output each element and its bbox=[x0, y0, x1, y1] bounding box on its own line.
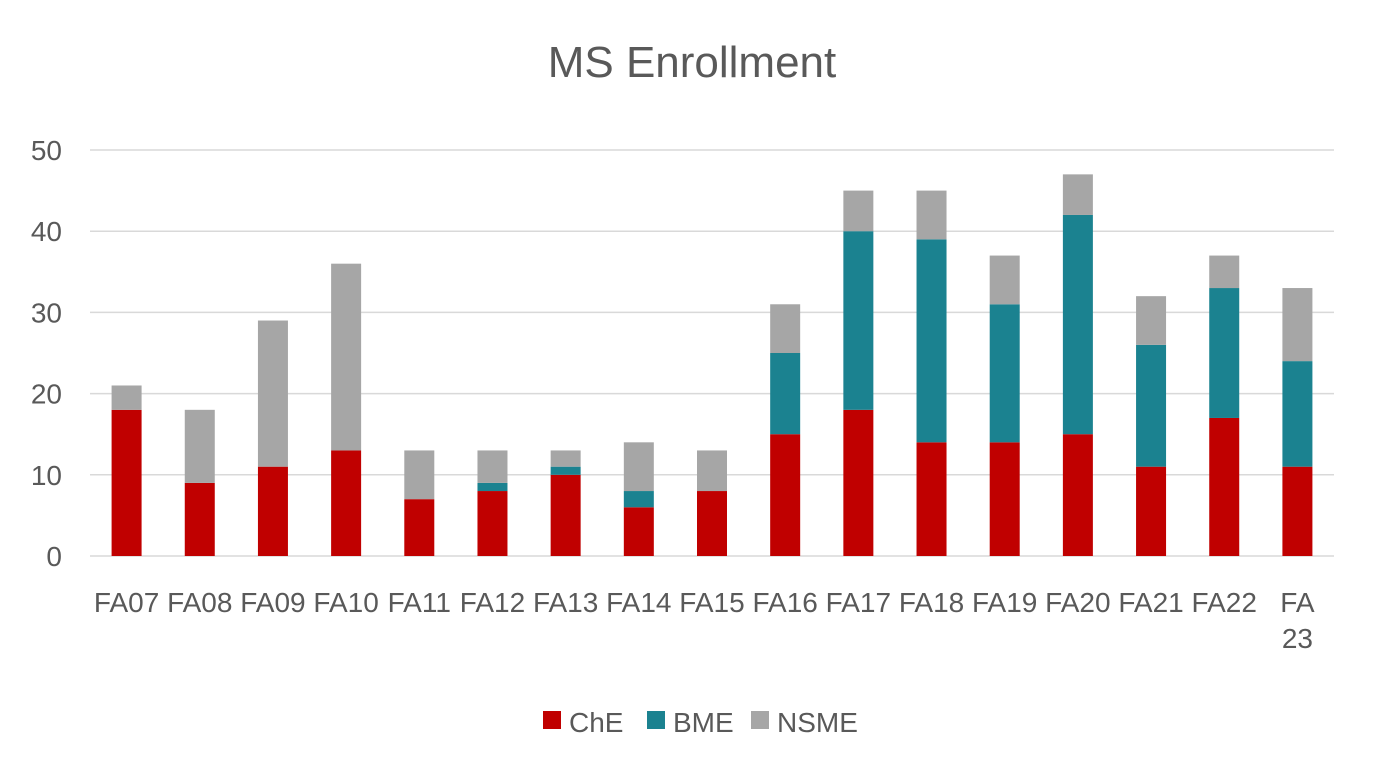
legend-swatch-che bbox=[543, 711, 561, 729]
bar-segment-nsme bbox=[623, 442, 654, 492]
bar-segment-che bbox=[697, 491, 727, 556]
bar-segment-nsme bbox=[331, 263, 362, 451]
bar-segment-nsme bbox=[916, 190, 947, 240]
bar-segment-nsme bbox=[697, 450, 727, 492]
x-tick-label: FA11 bbox=[388, 587, 451, 618]
bar-segment-che bbox=[331, 450, 362, 556]
x-tick-label: FA20 bbox=[1045, 587, 1110, 618]
bar-segment-nsme bbox=[184, 409, 215, 483]
x-tick-label: FA16 bbox=[752, 587, 817, 618]
x-tick-label: FA21 bbox=[1118, 587, 1183, 618]
bar-segment-nsme bbox=[477, 450, 508, 483]
y-tick-label: 10 bbox=[31, 460, 62, 491]
legend-label-che: ChE bbox=[569, 707, 623, 738]
bar-segment-nsme bbox=[989, 255, 1020, 305]
bar-segment-nsme bbox=[1062, 174, 1093, 215]
x-tick-label: FA08 bbox=[167, 587, 232, 618]
bar-segment-bme bbox=[1282, 361, 1313, 467]
bar-segment-bme bbox=[1136, 344, 1167, 467]
bar-segment-bme bbox=[477, 482, 508, 492]
x-tick-label: FA15 bbox=[679, 587, 744, 618]
bar-segment-nsme bbox=[111, 385, 142, 410]
bar-segment-nsme bbox=[770, 304, 801, 353]
bar-segment-bme bbox=[1209, 288, 1240, 418]
legend-label-bme: BME bbox=[673, 707, 734, 738]
bar-segment-nsme bbox=[1209, 255, 1240, 289]
bar-segment-bme bbox=[770, 353, 801, 435]
y-tick-label: 50 bbox=[31, 135, 62, 166]
bar-segment-nsme bbox=[257, 320, 288, 467]
bar-segment-che bbox=[111, 409, 142, 556]
bar-segment-nsme bbox=[1282, 288, 1313, 362]
bar-segment-che bbox=[623, 507, 654, 556]
bar-segment-che bbox=[257, 466, 288, 556]
y-tick-label: 20 bbox=[31, 379, 62, 410]
bar-segment-bme bbox=[989, 304, 1020, 443]
y-tick-label: 0 bbox=[46, 541, 62, 572]
y-tick-label: 30 bbox=[31, 297, 62, 328]
bar-segment-che bbox=[843, 409, 874, 556]
bar-segment-bme bbox=[1062, 214, 1093, 435]
x-tick-label: FA12 bbox=[460, 587, 525, 618]
x-tick-label: FA13 bbox=[533, 587, 598, 618]
bar-segment-che bbox=[477, 491, 508, 556]
bar-segment-che bbox=[184, 482, 215, 556]
legend-swatch-bme bbox=[647, 711, 665, 729]
bar-segment-che bbox=[1209, 417, 1240, 556]
x-tick-label: FA07 bbox=[94, 587, 159, 618]
bar-segment-che bbox=[550, 474, 581, 556]
bar-segment-che bbox=[404, 499, 435, 556]
bar-segment-nsme bbox=[550, 450, 581, 467]
bar-segment-nsme bbox=[1136, 296, 1167, 345]
x-tick-label: FA10 bbox=[313, 587, 378, 618]
x-tick-label: FA22 bbox=[1192, 587, 1257, 618]
chart-title: MS Enrollment bbox=[547, 38, 837, 87]
bar-segment-bme bbox=[623, 491, 654, 508]
bar-segment-che bbox=[770, 434, 801, 556]
legend-label-nsme: NSME bbox=[777, 707, 858, 738]
bar-segment-bme bbox=[550, 466, 581, 475]
bar-segment-che bbox=[1136, 466, 1167, 556]
legend-swatch-nsme bbox=[751, 711, 769, 729]
x-tick-label: FA14 bbox=[606, 587, 671, 618]
bar-segment-che bbox=[1062, 434, 1093, 556]
x-tick-label: FA 23 bbox=[1280, 587, 1315, 654]
bar-segment-bme bbox=[916, 239, 947, 443]
bar-segment-che bbox=[1282, 466, 1313, 556]
x-tick-label: FA19 bbox=[972, 587, 1037, 618]
bar-segment-che bbox=[989, 442, 1020, 556]
x-tick-label: FA09 bbox=[240, 587, 305, 618]
bar-segment-nsme bbox=[843, 190, 874, 232]
x-tick-label: FA18 bbox=[899, 587, 964, 618]
x-tick-label: FA17 bbox=[826, 587, 891, 618]
bar-segment-bme bbox=[843, 231, 874, 410]
bar-segment-nsme bbox=[404, 450, 435, 500]
bar-segment-che bbox=[916, 442, 947, 556]
y-tick-label: 40 bbox=[31, 216, 62, 247]
